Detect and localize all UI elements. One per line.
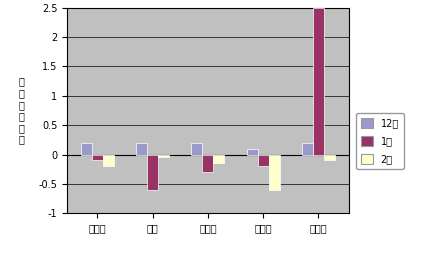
Bar	[103, 154, 114, 166]
Bar	[147, 154, 158, 190]
Bar	[213, 154, 224, 163]
Bar	[191, 143, 202, 154]
Bar	[302, 143, 313, 154]
Legend: 12月, 1月, 2月: 12月, 1月, 2月	[356, 113, 404, 169]
Bar	[324, 154, 335, 160]
Y-axis label: 対
前
月
上
昇
率: 対 前 月 上 昇 率	[19, 76, 25, 145]
Bar	[158, 154, 169, 158]
Bar	[246, 149, 257, 154]
Bar	[81, 143, 92, 154]
Bar	[257, 154, 269, 166]
Bar	[269, 154, 280, 190]
Bar	[136, 143, 147, 154]
Bar	[92, 154, 103, 160]
Bar	[313, 8, 324, 154]
Bar	[202, 154, 213, 172]
